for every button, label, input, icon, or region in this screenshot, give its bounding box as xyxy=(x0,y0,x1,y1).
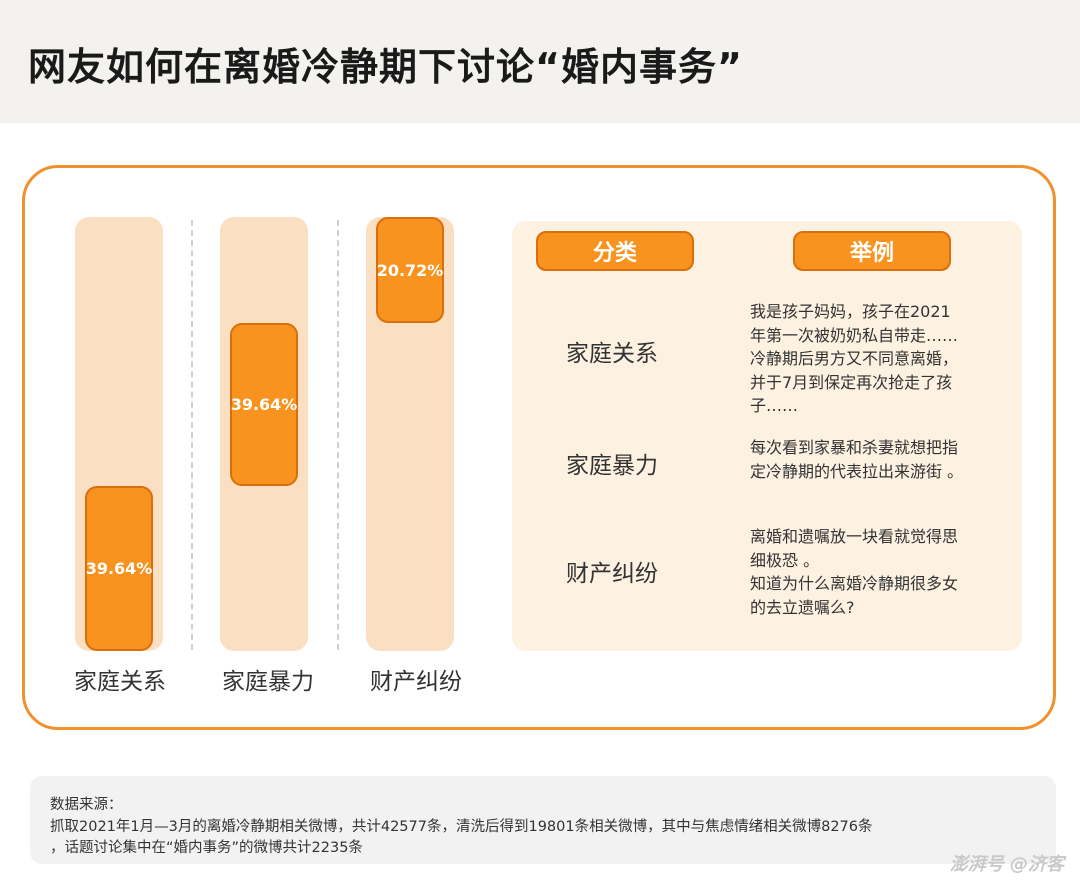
category-label-family-relations: 家庭关系 xyxy=(74,669,166,695)
bar-segment-domestic-violence: 39.64% xyxy=(230,323,298,486)
example-header: 举例 xyxy=(793,231,951,271)
category-label-property-dispute: 财产纠纷 xyxy=(370,669,462,695)
row-category-property-dispute: 财产纠纷 xyxy=(566,561,658,587)
row-category-family-relations: 家庭关系 xyxy=(566,341,658,367)
row-example-family-relations: 我是孩子妈妈，孩子在2021 年第一次被奶奶私自带走…… 冷静期后男方又不同意离… xyxy=(750,302,959,415)
note-heading: 数据来源： xyxy=(50,797,123,813)
divider xyxy=(191,220,193,650)
row-category-domestic-violence: 家庭暴力 xyxy=(566,453,658,479)
bar-segment-property-dispute: 20.72% xyxy=(376,217,444,323)
watermark: 澎湃号 @济客 xyxy=(949,854,1064,875)
category-label-domestic-violence: 家庭暴力 xyxy=(222,669,314,695)
divider xyxy=(337,220,339,650)
header: 网友如何在离婚冷静期下讨论“婚内事务” xyxy=(0,0,1080,123)
note-text: 抓取2021年1月—3月的离婚冷静期相关微博，共计42577条，清洗后得到198… xyxy=(50,819,873,835)
note-text-continued: ，话题讨论集中在“婚内事务”的微博共计2235条 xyxy=(50,840,363,856)
bar-segment-family-relations: 39.64% xyxy=(85,486,153,651)
examples-panel xyxy=(512,221,1022,651)
data-source-note xyxy=(30,776,1056,864)
category-header: 分类 xyxy=(536,231,694,271)
row-example-domestic-violence: 每次看到家暴和杀妻就想把指 定冷静期的代表拉出来游街 。 xyxy=(750,438,964,481)
page-title: 网友如何在离婚冷静期下讨论“婚内事务” xyxy=(28,45,743,89)
row-example-property-dispute: 离婚和遗嘱放一块看就觉得思 细极恐 。 知道为什么离婚冷静期很多女 的去立遗嘱么… xyxy=(750,527,959,617)
